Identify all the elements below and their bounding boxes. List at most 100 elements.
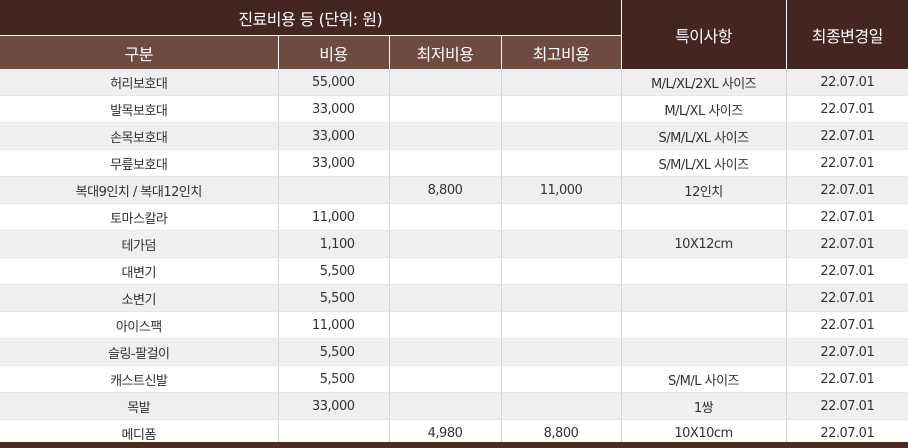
- cell-cost: 33,000: [278, 149, 390, 177]
- cell-updated: 22.07.01: [786, 203, 908, 231]
- cell-min: [389, 69, 502, 96]
- cell-max: [501, 149, 622, 177]
- cell-cost: 1,100: [278, 230, 390, 258]
- cell-cost: [278, 176, 390, 204]
- table-row: 무릎보호대 33,000 S/M/L/XL 사이즈 22.07.01: [0, 149, 908, 177]
- table-row: 목발 33,000 1쌍 22.07.01: [0, 392, 908, 420]
- header-category: 구분: [0, 35, 279, 69]
- cell-updated: 22.07.01: [786, 284, 908, 312]
- cell-max: [501, 365, 622, 393]
- cell-max: [501, 311, 622, 339]
- cell-note: 10X12cm: [621, 230, 787, 258]
- table-row: 손목보호대 33,000 S/M/L/XL 사이즈 22.07.01: [0, 122, 908, 150]
- cell-cost: 55,000: [278, 69, 390, 96]
- table-row: 발목보호대 33,000 M/L/XL 사이즈 22.07.01: [0, 95, 908, 123]
- table-header: 진료비용 등 (단위: 원) 특이사항 최종변경일 구분 비용 최저비용 최고비…: [0, 0, 908, 69]
- header-note: 특이사항: [621, 0, 787, 69]
- cell-min: [389, 95, 502, 123]
- header-cost: 비용: [278, 35, 390, 69]
- cell-min: [389, 311, 502, 339]
- table-row: 소변기 5,500 22.07.01: [0, 284, 908, 312]
- cell-max: [501, 95, 622, 123]
- cell-note: [621, 257, 787, 285]
- cell-max: [501, 338, 622, 366]
- cell-updated: 22.07.01: [786, 392, 908, 420]
- cell-cost: 11,000: [278, 311, 390, 339]
- cell-updated: 22.07.01: [786, 230, 908, 258]
- cell-cost: 33,000: [278, 95, 390, 123]
- cell-category: 손목보호대: [0, 122, 279, 150]
- cell-category: 소변기: [0, 284, 279, 312]
- cell-max: 11,000: [501, 176, 622, 204]
- cell-min: [389, 284, 502, 312]
- cell-note: S/M/L 사이즈: [621, 365, 787, 393]
- cell-min: [389, 203, 502, 231]
- cell-min: [389, 122, 502, 150]
- cell-updated: 22.07.01: [786, 257, 908, 285]
- table-bottom-border: [0, 442, 908, 448]
- cell-updated: 22.07.01: [786, 311, 908, 339]
- cell-note: 12인치: [621, 176, 787, 204]
- cell-category: 무릎보호대: [0, 149, 279, 177]
- table-body: 허리보호대 55,000 M/L/XL/2XL 사이즈 22.07.01 발목보…: [0, 69, 908, 447]
- cell-max: [501, 257, 622, 285]
- cell-min: [389, 338, 502, 366]
- cell-updated: 22.07.01: [786, 122, 908, 150]
- header-group-title: 진료비용 등 (단위: 원): [0, 0, 622, 36]
- table-row: 테가덤 1,100 10X12cm 22.07.01: [0, 230, 908, 258]
- cell-note: S/M/L/XL 사이즈: [621, 122, 787, 150]
- table-row: 토마스칼라 11,000 22.07.01: [0, 203, 908, 231]
- table-row: 허리보호대 55,000 M/L/XL/2XL 사이즈 22.07.01: [0, 69, 908, 96]
- cell-category: 아이스팩: [0, 311, 279, 339]
- cell-max: [501, 284, 622, 312]
- table-row: 슬링-팔걸이 5,500 22.07.01: [0, 338, 908, 366]
- cell-max: [501, 203, 622, 231]
- header-max: 최고비용: [501, 35, 622, 69]
- cell-note: [621, 338, 787, 366]
- cell-min: [389, 365, 502, 393]
- header-min: 최저비용: [389, 35, 502, 69]
- cell-category: 목발: [0, 392, 279, 420]
- header-updated: 최종변경일: [786, 0, 908, 69]
- cell-max: [501, 122, 622, 150]
- cell-cost: 33,000: [278, 392, 390, 420]
- cell-note: 1쌍: [621, 392, 787, 420]
- cell-max: [501, 230, 622, 258]
- cell-cost: 11,000: [278, 203, 390, 231]
- cell-min: 8,800: [389, 176, 502, 204]
- table-row: 캐스트신발 5,500 S/M/L 사이즈 22.07.01: [0, 365, 908, 393]
- cell-updated: 22.07.01: [786, 69, 908, 96]
- cell-category: 토마스칼라: [0, 203, 279, 231]
- cell-note: S/M/L/XL 사이즈: [621, 149, 787, 177]
- cell-category: 대변기: [0, 257, 279, 285]
- cell-note: M/L/XL/2XL 사이즈: [621, 69, 787, 96]
- cell-max: [501, 392, 622, 420]
- cell-updated: 22.07.01: [786, 149, 908, 177]
- cell-cost: 5,500: [278, 365, 390, 393]
- cell-note: [621, 203, 787, 231]
- cell-min: [389, 392, 502, 420]
- cell-updated: 22.07.01: [786, 338, 908, 366]
- cell-note: M/L/XL 사이즈: [621, 95, 787, 123]
- cell-updated: 22.07.01: [786, 95, 908, 123]
- table-row: 복대9인치 / 복대12인치 8,800 11,000 12인치 22.07.0…: [0, 176, 908, 204]
- cell-note: [621, 311, 787, 339]
- cell-updated: 22.07.01: [786, 365, 908, 393]
- cell-cost: 33,000: [278, 122, 390, 150]
- cell-cost: 5,500: [278, 338, 390, 366]
- cell-category: 허리보호대: [0, 69, 279, 96]
- cell-category: 캐스트신발: [0, 365, 279, 393]
- cell-category: 슬링-팔걸이: [0, 338, 279, 366]
- cell-category: 복대9인치 / 복대12인치: [0, 176, 279, 204]
- cell-max: [501, 69, 622, 96]
- cell-cost: 5,500: [278, 257, 390, 285]
- cell-note: [621, 284, 787, 312]
- cell-category: 테가덤: [0, 230, 279, 258]
- table-row: 대변기 5,500 22.07.01: [0, 257, 908, 285]
- cell-min: [389, 149, 502, 177]
- cell-min: [389, 230, 502, 258]
- table-row: 아이스팩 11,000 22.07.01: [0, 311, 908, 339]
- cell-updated: 22.07.01: [786, 176, 908, 204]
- cell-category: 발목보호대: [0, 95, 279, 123]
